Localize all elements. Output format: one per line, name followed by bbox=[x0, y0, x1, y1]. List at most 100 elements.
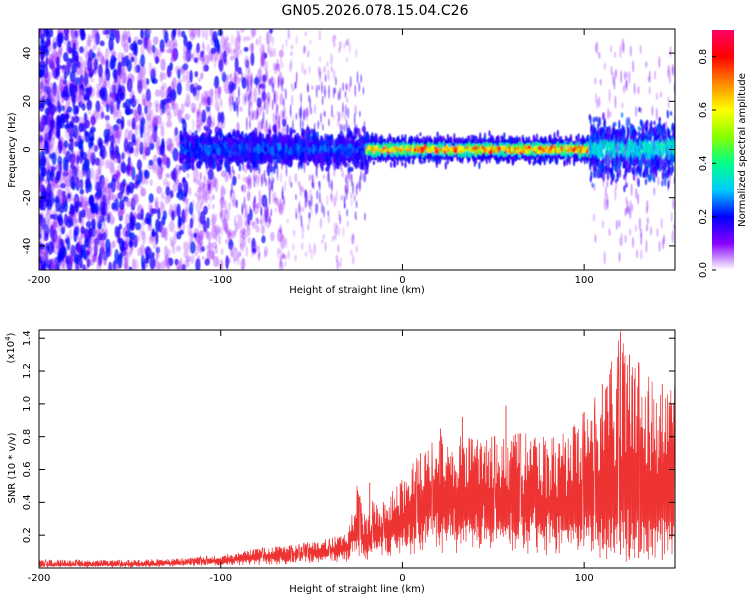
heatmap-cell bbox=[282, 140, 286, 146]
heatmap-cell bbox=[64, 64, 68, 77]
heatmap-cell bbox=[265, 177, 267, 187]
heatmap-cell bbox=[268, 176, 271, 186]
heatmap-cell bbox=[278, 49, 284, 58]
heatmap-cell bbox=[238, 85, 240, 100]
heatmap-cell bbox=[50, 223, 56, 238]
heatmap-cell bbox=[295, 35, 299, 45]
heatmap-cell bbox=[59, 260, 64, 270]
heatmap-cell bbox=[101, 29, 106, 36]
heatmap-cell bbox=[236, 255, 240, 266]
heatmap-cell bbox=[345, 83, 348, 91]
heatmap-cell bbox=[138, 88, 143, 95]
heatmap-cell bbox=[294, 81, 297, 90]
heatmap-cell bbox=[127, 165, 134, 177]
heatmap-cell bbox=[270, 231, 275, 242]
heatmap-cell bbox=[231, 165, 234, 173]
heatmap-cell bbox=[251, 250, 255, 258]
heatmap-cell bbox=[269, 77, 271, 87]
heatmap-cell bbox=[133, 107, 137, 118]
heatmap-cell bbox=[148, 136, 153, 147]
heatmap-cell bbox=[154, 89, 161, 97]
heatmap-cell bbox=[103, 150, 109, 158]
heatmap-cell bbox=[223, 43, 227, 50]
heatmap-cell bbox=[286, 138, 289, 148]
heatmap-cell bbox=[258, 166, 261, 174]
heatmap-cell bbox=[268, 192, 271, 205]
heatmap-cell bbox=[362, 172, 365, 183]
heatmap-cell bbox=[166, 120, 173, 128]
heatmap-cell bbox=[328, 85, 330, 99]
heatmap-cell bbox=[117, 164, 121, 172]
heatmap-cell bbox=[243, 46, 249, 52]
heatmap-cell bbox=[255, 175, 260, 184]
heatmap-cell bbox=[263, 84, 266, 93]
heatmap-cell bbox=[344, 138, 347, 148]
heatmap-cell bbox=[39, 249, 44, 256]
heatmap-cell bbox=[249, 119, 251, 130]
heatmap-cell bbox=[88, 194, 95, 207]
heatmap-cell bbox=[60, 182, 66, 189]
heatmap-cell bbox=[350, 131, 353, 140]
heatmap-cell bbox=[175, 65, 180, 74]
heatmap-cell bbox=[270, 46, 274, 57]
heatmap-cell bbox=[321, 202, 323, 214]
heatmap-cell bbox=[210, 87, 214, 100]
heatmap-cell bbox=[311, 85, 314, 90]
heatmap-cell bbox=[208, 242, 213, 250]
heatmap-cell bbox=[325, 166, 329, 172]
heatmap-cell bbox=[250, 72, 253, 85]
heatmap-cell bbox=[309, 40, 312, 45]
heatmap-cell bbox=[207, 202, 211, 210]
heatmap-cell bbox=[226, 35, 229, 42]
heatmap-cell bbox=[149, 178, 153, 187]
heatmap-cell bbox=[329, 156, 332, 163]
heatmap-cell bbox=[225, 225, 228, 235]
heatmap-cell bbox=[310, 248, 314, 260]
heatmap-cell bbox=[198, 77, 201, 83]
heatmap-cell bbox=[111, 240, 116, 249]
heatmap-cell bbox=[122, 102, 127, 109]
heatmap-cell bbox=[308, 66, 311, 75]
heatmap-cell bbox=[177, 30, 181, 38]
heatmap-cell bbox=[294, 254, 297, 262]
heatmap-cell bbox=[121, 116, 125, 129]
heatmap-cell bbox=[91, 87, 96, 96]
heatmap-cell bbox=[46, 182, 52, 196]
heatmap-cell bbox=[69, 176, 75, 189]
heatmap-cell bbox=[151, 228, 156, 238]
heatmap-cell bbox=[261, 118, 264, 129]
heatmap-cell bbox=[307, 50, 310, 58]
heatmap-cell bbox=[301, 135, 305, 142]
heatmap-cell bbox=[194, 130, 198, 135]
heatmap-cell bbox=[303, 45, 307, 53]
heatmap-cell bbox=[116, 98, 121, 111]
heatmap-cell bbox=[298, 148, 302, 155]
heatmap-cell bbox=[220, 187, 223, 197]
heatmap-cell bbox=[193, 57, 199, 63]
heatmap-cell bbox=[73, 75, 78, 86]
heatmap-cell bbox=[306, 161, 310, 166]
heatmap-cell bbox=[220, 112, 223, 119]
heatmap-cell bbox=[329, 138, 331, 150]
heatmap-cell bbox=[119, 92, 125, 101]
heatmap-cell bbox=[84, 131, 90, 143]
heatmap-cell bbox=[61, 105, 65, 112]
heatmap-cell bbox=[233, 48, 236, 53]
heatmap-cell bbox=[63, 85, 69, 98]
heatmap-cell bbox=[82, 264, 86, 270]
heatmap-cell bbox=[209, 29, 214, 37]
heatmap-cell bbox=[204, 29, 209, 41]
heatmap-cell bbox=[271, 191, 275, 204]
heatmap-cell bbox=[348, 162, 351, 174]
heatmap-cell bbox=[299, 117, 302, 131]
heatmap-cell bbox=[168, 220, 175, 233]
heatmap-cell bbox=[178, 216, 183, 227]
heatmap-cell bbox=[133, 98, 139, 105]
heatmap-cell bbox=[268, 47, 271, 55]
heatmap-cell bbox=[129, 43, 136, 51]
heatmap-cell bbox=[332, 69, 336, 81]
heatmap-cell bbox=[175, 245, 181, 252]
heatmap-cell bbox=[253, 174, 256, 188]
heatmap-cell bbox=[332, 159, 335, 167]
